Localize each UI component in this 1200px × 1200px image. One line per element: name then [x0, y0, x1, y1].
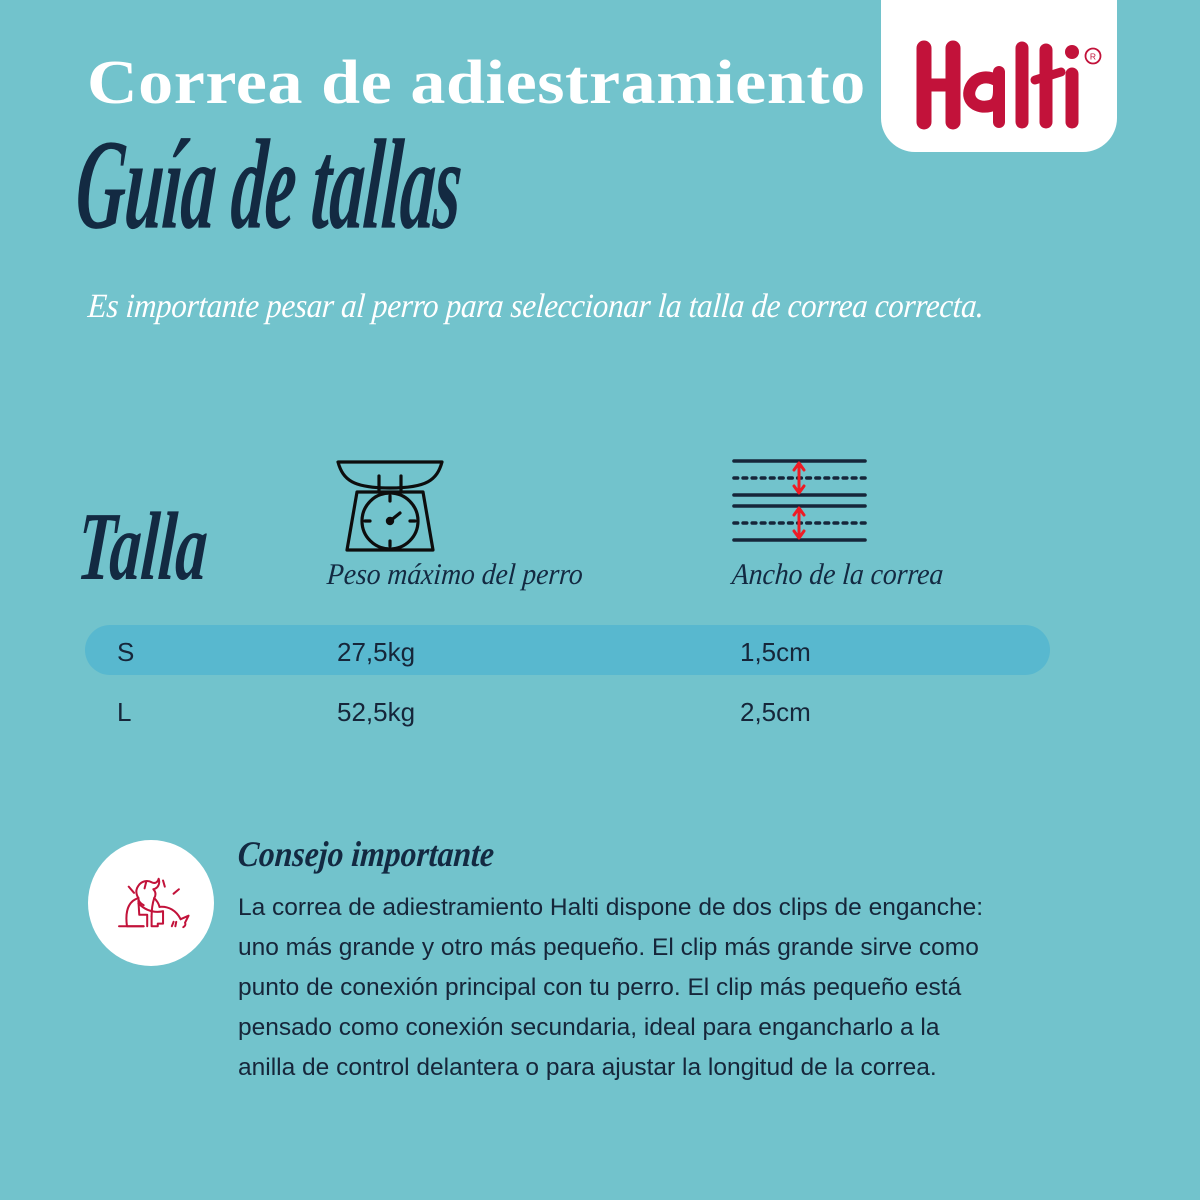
svg-text:R: R — [1090, 52, 1096, 62]
